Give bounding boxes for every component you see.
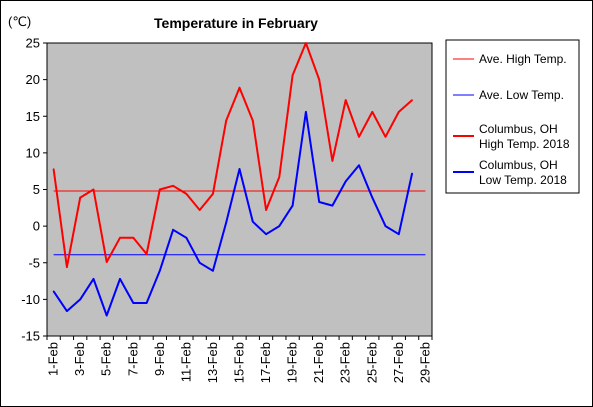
data-point <box>398 233 400 235</box>
data-point <box>384 136 387 138</box>
data-point <box>411 99 413 101</box>
y-tick-label: -5 <box>28 255 40 270</box>
data-point <box>198 262 201 264</box>
data-point <box>331 160 334 162</box>
y-tick-label: -10 <box>21 292 40 307</box>
data-point <box>358 136 360 138</box>
data-point <box>344 99 347 101</box>
legend-label-2: Ave. Low Temp. <box>479 88 564 102</box>
data-point <box>92 278 95 280</box>
data-point <box>105 261 108 263</box>
data-point <box>305 111 307 113</box>
y-tick-label: 20 <box>26 72 40 87</box>
data-point <box>212 270 214 272</box>
legend-label-3-line1: Columbus, OH <box>479 122 558 136</box>
data-point <box>398 111 400 113</box>
data-point <box>198 209 201 211</box>
legend-label-4-line2: Low Temp. 2018 <box>479 173 567 187</box>
data-point <box>252 119 254 122</box>
data-point <box>172 185 174 187</box>
y-tick-label: 0 <box>33 219 40 234</box>
y-tick-label: 15 <box>26 109 40 124</box>
data-point <box>291 204 294 207</box>
data-point <box>305 42 307 44</box>
series-line-4 <box>52 110 414 317</box>
data-point <box>66 266 68 268</box>
legend-label-1: Ave. High Temp. <box>479 52 567 66</box>
data-point <box>225 119 227 122</box>
legend-label-3-line2: High Temp. 2018 <box>479 137 570 151</box>
plot-area <box>46 42 433 337</box>
x-tick-label: 21-Feb <box>311 342 326 383</box>
x-tick-label: 15-Feb <box>232 342 247 383</box>
data-point <box>145 302 148 304</box>
data-point <box>172 229 174 231</box>
data-point <box>238 86 241 89</box>
data-point <box>265 233 267 235</box>
data-point <box>371 196 374 199</box>
data-point <box>238 168 241 170</box>
data-point <box>331 204 334 207</box>
x-tick-label: 29-Feb <box>417 342 432 383</box>
x-tick-label: 19-Feb <box>285 342 300 383</box>
x-tick-label: 1-Feb <box>46 342 61 376</box>
data-point <box>105 314 108 317</box>
x-tick-label: 3-Feb <box>72 342 87 376</box>
y-tick-label: 5 <box>33 182 40 197</box>
data-point <box>252 220 254 223</box>
x-tick-label: 11-Feb <box>178 342 193 382</box>
data-point <box>384 225 387 227</box>
data-point <box>185 193 188 195</box>
data-point <box>145 253 148 255</box>
data-point <box>52 290 55 293</box>
data-point <box>278 176 281 178</box>
x-tick-label: 27-Feb <box>391 342 406 383</box>
data-point <box>119 237 121 239</box>
data-point <box>159 188 161 191</box>
y-tick-label: 25 <box>26 36 40 51</box>
x-tick-label: 13-Feb <box>205 342 220 383</box>
data-point <box>132 237 135 239</box>
data-point <box>318 78 321 81</box>
data-point <box>159 270 161 272</box>
series-line-3 <box>52 42 413 269</box>
data-point <box>92 188 95 191</box>
x-tick-label: 5-Feb <box>99 342 114 376</box>
data-point <box>318 201 321 203</box>
data-point <box>265 209 267 211</box>
data-point <box>371 111 374 113</box>
data-point <box>132 302 135 304</box>
data-point <box>79 298 81 301</box>
data-point <box>344 180 347 183</box>
data-point <box>358 164 360 167</box>
data-point <box>185 237 188 239</box>
data-point <box>291 74 294 76</box>
data-point <box>212 193 214 195</box>
data-point <box>225 221 227 224</box>
legend-box <box>445 39 580 194</box>
data-point <box>119 278 121 280</box>
y-unit-label: (℃) <box>8 14 31 29</box>
x-tick-label: 25-Feb <box>364 342 379 383</box>
data-point <box>411 172 413 175</box>
data-point <box>278 225 281 227</box>
y-tick-label: -15 <box>21 329 40 344</box>
data-point <box>66 310 68 312</box>
legend-label-4-line1: Columbus, OH <box>479 158 558 172</box>
y-tick-label: 10 <box>26 145 40 160</box>
data-point <box>52 168 55 170</box>
x-tick-label: 9-Feb <box>152 342 167 376</box>
x-tick-label: 23-Feb <box>338 342 353 383</box>
chart-title: Temperature in February <box>154 15 318 31</box>
data-point <box>79 196 81 199</box>
x-tick-label: 17-Feb <box>258 342 273 383</box>
x-tick-label: 7-Feb <box>125 342 140 376</box>
